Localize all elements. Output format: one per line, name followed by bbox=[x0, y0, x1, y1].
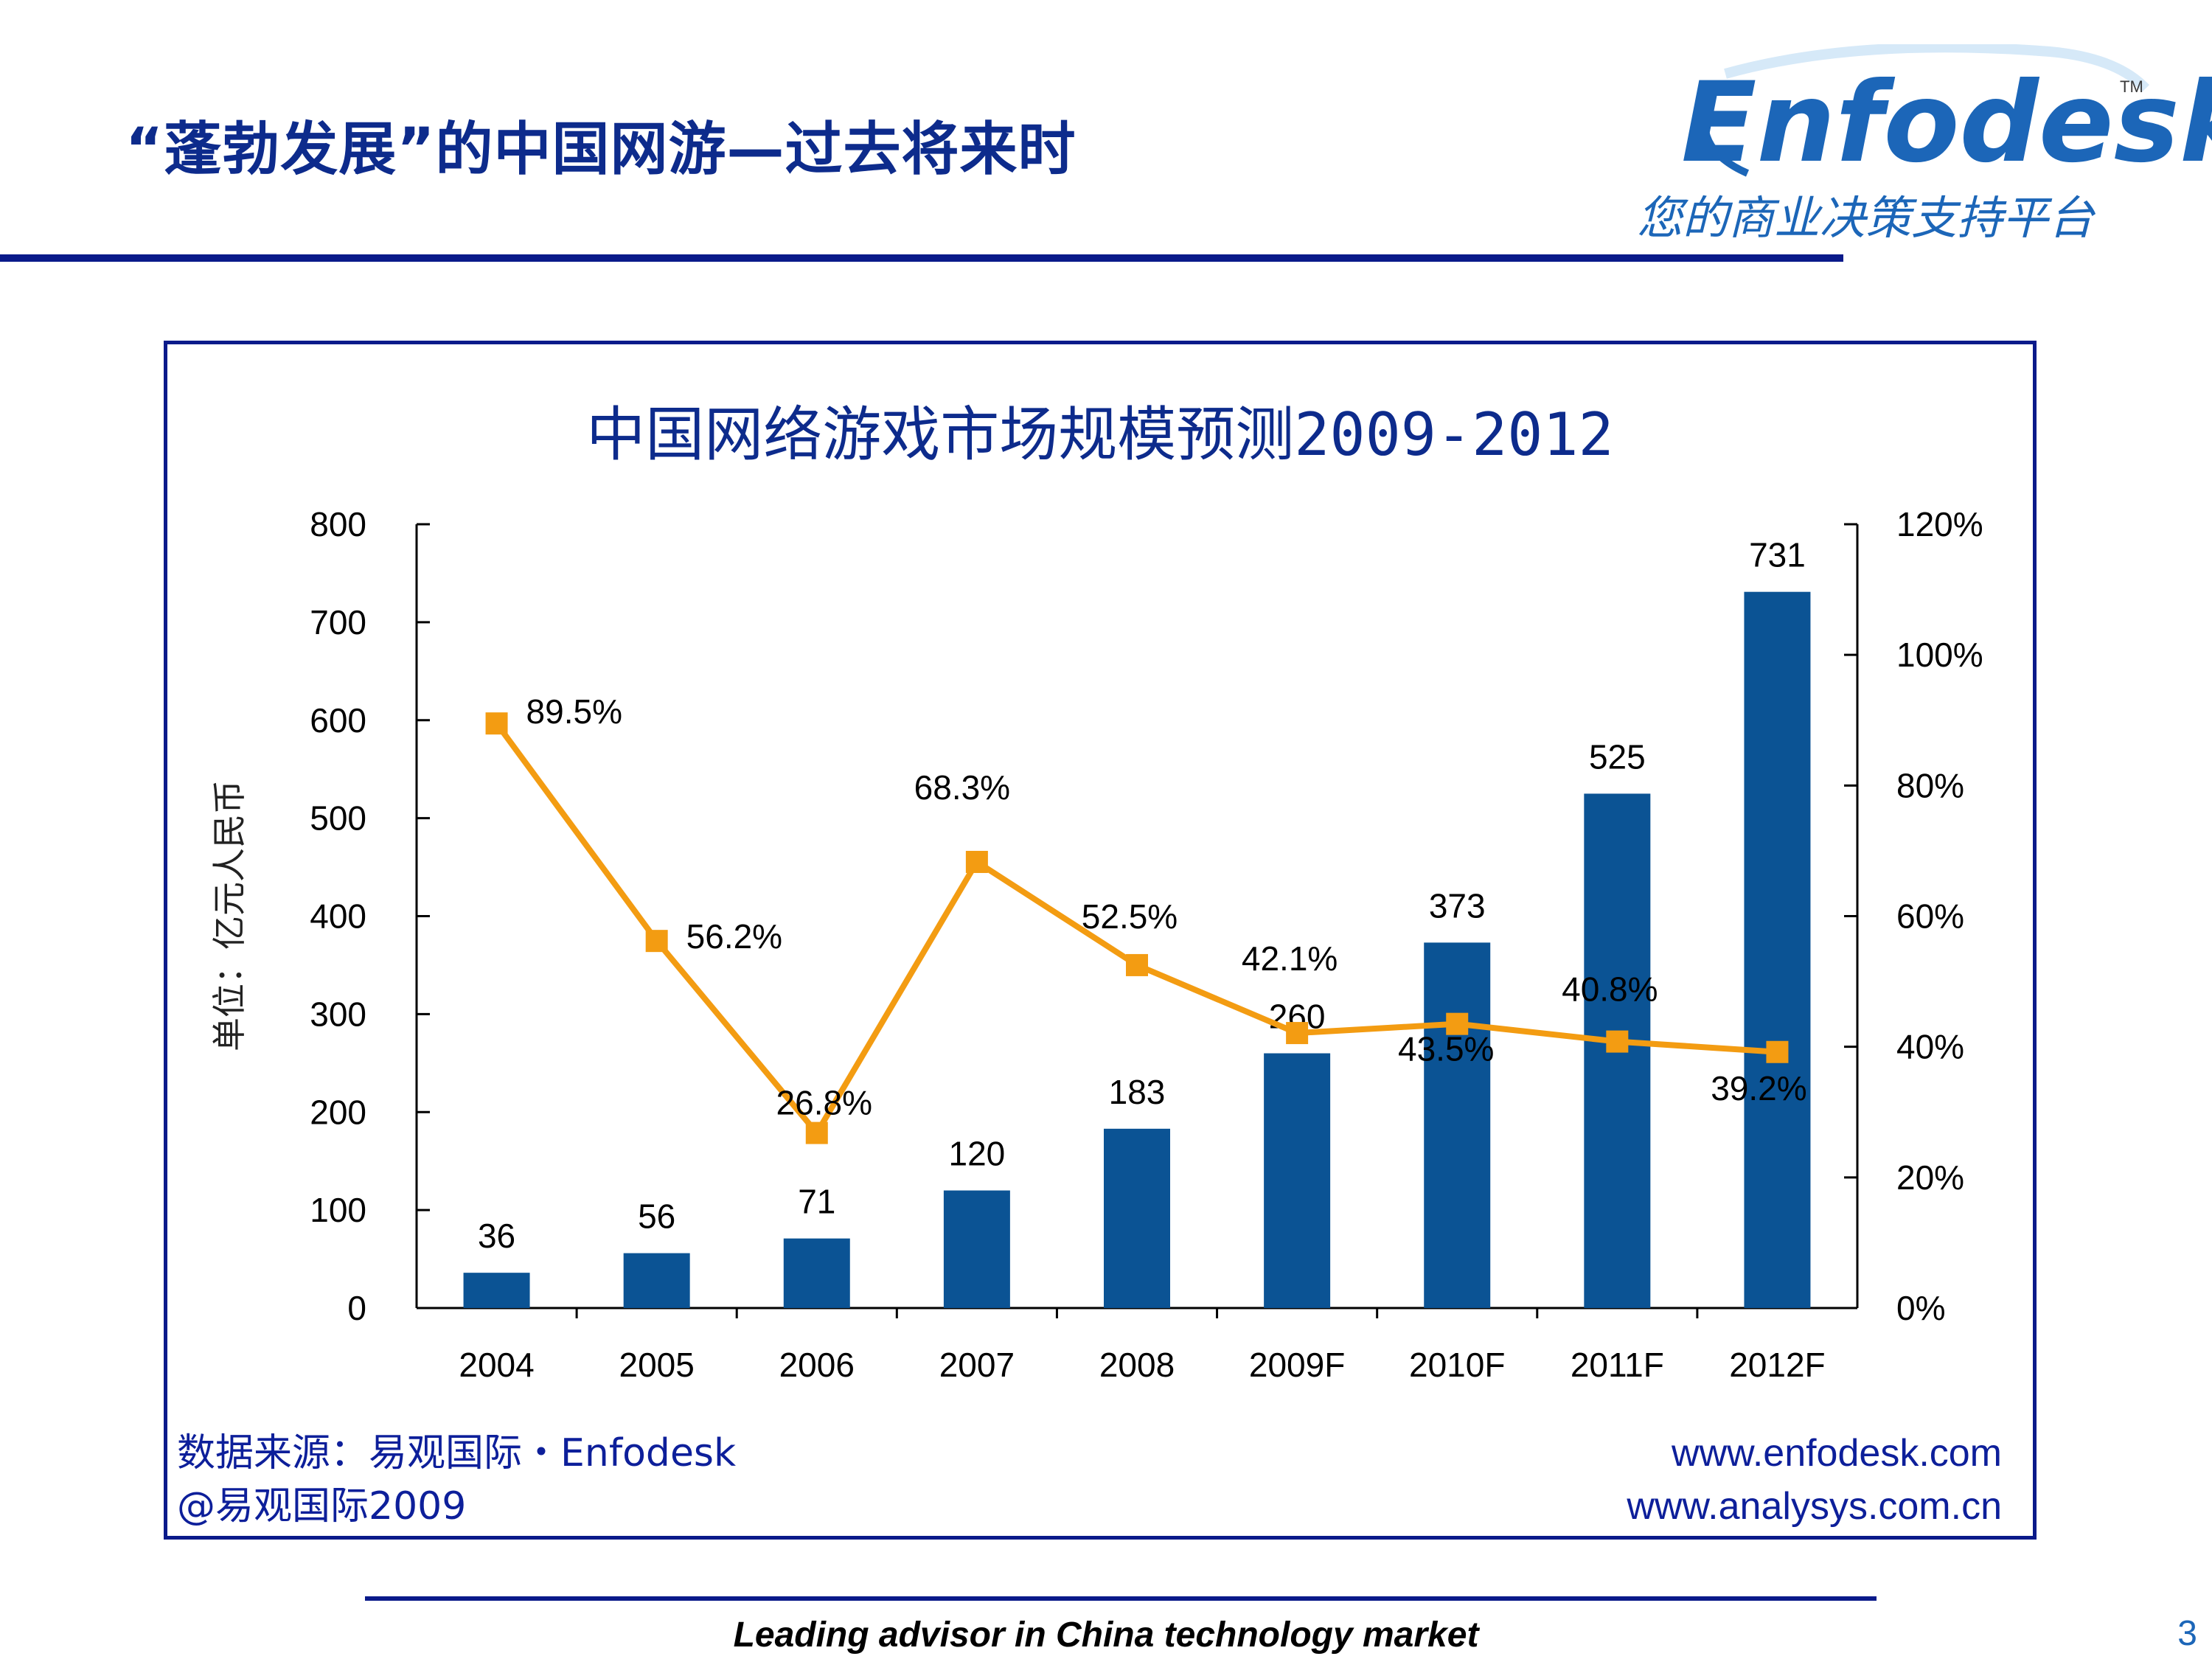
growth-rate-label: 52.5% bbox=[1082, 897, 1178, 936]
growth-marker bbox=[1606, 1030, 1629, 1053]
bar-value-label: 731 bbox=[1749, 536, 1806, 574]
source-url-enfodesk[interactable]: www.enfodesk.com bbox=[1672, 1432, 2002, 1475]
x-tick-label: 2008 bbox=[1099, 1346, 1175, 1384]
growth-marker bbox=[1286, 1022, 1309, 1045]
y-tick-label: 800 bbox=[310, 505, 366, 543]
growth-marker bbox=[1126, 953, 1148, 976]
y2-tick-label: 100% bbox=[1896, 636, 1983, 674]
bar bbox=[1744, 591, 1811, 1308]
y2-tick-label: 80% bbox=[1896, 766, 1964, 804]
title-divider bbox=[0, 254, 1843, 262]
y-tick-label: 200 bbox=[310, 1093, 366, 1131]
x-tick-label: 2005 bbox=[619, 1346, 694, 1384]
y2-tick-label: 20% bbox=[1896, 1158, 1964, 1197]
bar-value-label: 56 bbox=[638, 1197, 675, 1236]
growth-rate-label: 56.2% bbox=[686, 917, 782, 956]
growth-marker bbox=[645, 930, 668, 953]
source-line-2: @易观国际2009 bbox=[177, 1484, 467, 1528]
growth-marker bbox=[805, 1121, 828, 1144]
logo-trademark: TM bbox=[2120, 77, 2143, 96]
growth-rate-label: 42.1% bbox=[1242, 939, 1338, 978]
slide-title: “蓬勃发展”的中国网游—过去将来时 bbox=[125, 116, 1077, 183]
y-tick-label: 500 bbox=[310, 799, 366, 838]
x-tick-label: 2012F bbox=[1729, 1346, 1825, 1384]
enfodesk-logo: Enfodesk TM 您的商业决策支持平台 bbox=[1637, 44, 2212, 245]
growth-rate-label: 26.8% bbox=[776, 1084, 872, 1122]
y-tick-label: 700 bbox=[310, 603, 366, 641]
source-urls: www.enfodesk.com www.analysys.com.cn bbox=[1627, 1427, 2002, 1533]
bar bbox=[943, 1190, 1010, 1308]
bar-value-label: 36 bbox=[478, 1217, 515, 1255]
bar bbox=[623, 1253, 690, 1308]
y-tick-label: 300 bbox=[310, 995, 366, 1033]
x-tick-label: 2007 bbox=[939, 1346, 1015, 1384]
growth-rate-label: 43.5% bbox=[1398, 1030, 1494, 1068]
growth-rate-label: 68.3% bbox=[914, 768, 1010, 807]
y-tick-label: 0 bbox=[347, 1289, 366, 1327]
growth-rate-label: 89.5% bbox=[526, 692, 622, 731]
bar bbox=[463, 1273, 530, 1308]
logo-slogan: 您的商业决策支持平台 bbox=[1637, 191, 2095, 245]
data-source: 数据来源：易观国际・Enfodesk @易观国际2009 bbox=[177, 1427, 736, 1533]
bar-value-label: 525 bbox=[1589, 737, 1646, 776]
bar-value-label: 71 bbox=[798, 1183, 835, 1221]
y2-tick-label: 60% bbox=[1896, 897, 1964, 936]
logo-wordmark: Enfodesk bbox=[1681, 59, 2212, 187]
growth-marker bbox=[1446, 1012, 1469, 1035]
x-tick-label: 2004 bbox=[459, 1346, 534, 1384]
x-tick-label: 2010F bbox=[1409, 1346, 1505, 1384]
bar bbox=[783, 1238, 850, 1308]
bar bbox=[1424, 942, 1491, 1308]
footer-tagline: Leading advisor in China technology mark… bbox=[733, 1615, 1479, 1655]
growth-rate-label: 39.2% bbox=[1711, 1069, 1806, 1107]
growth-rate-label: 40.8% bbox=[1562, 970, 1658, 1009]
bar bbox=[1264, 1053, 1331, 1308]
page-number: 3 bbox=[2177, 1614, 2197, 1653]
growth-marker bbox=[1766, 1040, 1789, 1063]
x-tick-label: 2009F bbox=[1249, 1346, 1345, 1384]
bar bbox=[1104, 1128, 1170, 1308]
market-size-chart: 中国网络游戏市场规模预测2009-2012 单位：亿元人民币 0 100 200 300 4… bbox=[209, 400, 1983, 1384]
y-tick-label: 400 bbox=[310, 897, 366, 936]
bar-value-label: 120 bbox=[949, 1135, 1006, 1173]
y2-tick-label: 0% bbox=[1896, 1289, 1945, 1327]
chart-title: 中国网络游戏市场规模预测2009-2012 bbox=[586, 400, 1613, 469]
source-url-analysys[interactable]: www.analysys.com.cn bbox=[1627, 1485, 2002, 1528]
growth-marker bbox=[965, 850, 988, 873]
logo-swoosh-icon bbox=[1700, 44, 2150, 177]
bar-value-label: 373 bbox=[1429, 886, 1486, 925]
source-line-1: 数据来源：易观国际・Enfodesk bbox=[177, 1431, 737, 1475]
x-tick-label: 2006 bbox=[779, 1346, 855, 1384]
y-tick-label: 600 bbox=[310, 701, 366, 740]
growth-marker bbox=[485, 712, 508, 735]
y-axis-label: 单位：亿元人民币 bbox=[209, 780, 249, 1051]
y2-tick-label: 40% bbox=[1896, 1028, 1964, 1066]
x-tick-label: 2011F bbox=[1571, 1346, 1664, 1384]
chart-frame: 中国网络游戏市场规模预测2009-2012 单位：亿元人民币 0 100 200 300 4… bbox=[164, 341, 2037, 1540]
bar-value-label: 183 bbox=[1109, 1073, 1166, 1111]
y-tick-label: 100 bbox=[310, 1191, 366, 1229]
y2-tick-label: 120% bbox=[1896, 505, 1983, 543]
footer-divider bbox=[365, 1596, 1877, 1601]
